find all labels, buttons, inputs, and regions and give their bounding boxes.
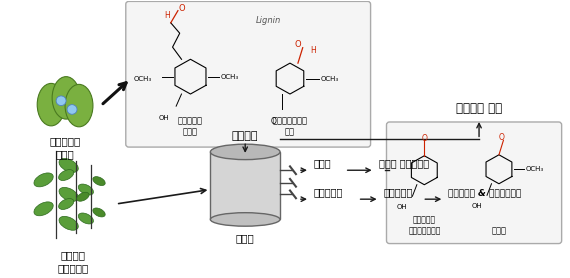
Text: OCH₃: OCH₃ [526,166,544,172]
Text: 공용용매: 공용용매 [232,131,258,141]
Text: OH: OH [397,203,407,210]
Text: O: O [499,133,505,142]
Text: OH: OH [471,203,482,208]
FancyBboxPatch shape [126,1,370,147]
Text: 하이드록시
벤즈알데하이드: 하이드록시 벤즈알데하이드 [408,215,441,235]
Ellipse shape [210,213,280,226]
Ellipse shape [52,77,80,119]
Ellipse shape [34,173,53,187]
FancyBboxPatch shape [386,122,561,244]
Text: OH: OH [158,115,169,121]
Ellipse shape [59,198,74,209]
Text: OCH₃: OCH₃ [221,74,239,80]
Ellipse shape [34,202,53,216]
Text: 벤즈알데하이드
유닛: 벤즈알데하이드 유닛 [272,116,307,136]
Circle shape [56,96,66,106]
Text: O: O [178,4,185,13]
Text: 알데하이드
분자제: 알데하이드 분자제 [178,116,203,136]
Text: 셀룰로오스: 셀룰로오스 [314,187,343,197]
Ellipse shape [37,83,65,126]
Text: 바이오매스
세포벽: 바이오매스 세포벽 [50,136,81,159]
Text: 바닐린: 바닐린 [491,226,507,235]
Text: 글루코오스: 글루코오스 [384,187,413,197]
Ellipse shape [77,192,89,201]
FancyBboxPatch shape [210,152,280,219]
Ellipse shape [59,187,78,201]
Text: OCH₃: OCH₃ [320,76,339,81]
Text: 전처리: 전처리 [236,233,255,243]
Text: 리그닌: 리그닌 [314,158,332,168]
Circle shape [67,105,77,114]
Ellipse shape [93,177,105,185]
Text: 바이오연료 & 바이오화합물: 바이오연료 & 바이오화합물 [448,188,522,197]
Text: OCH₃: OCH₃ [133,76,151,81]
Text: O: O [421,134,428,143]
Ellipse shape [93,208,105,217]
Ellipse shape [59,158,78,172]
Text: H: H [164,11,170,20]
Text: H: H [311,46,316,55]
Ellipse shape [78,184,93,195]
Ellipse shape [59,170,74,180]
Ellipse shape [210,144,280,160]
Ellipse shape [59,216,78,230]
Text: 공용용매 합성: 공용용매 합성 [456,102,502,115]
Text: O: O [271,117,277,126]
Text: O: O [295,40,302,49]
Ellipse shape [78,213,93,224]
Text: 페놀릭 알데하이드: 페놀릭 알데하이드 [378,158,429,168]
Text: 형질전환
바이오매스: 형질전환 바이오매스 [58,250,89,273]
Text: Lignin: Lignin [255,16,280,25]
Ellipse shape [65,84,93,127]
